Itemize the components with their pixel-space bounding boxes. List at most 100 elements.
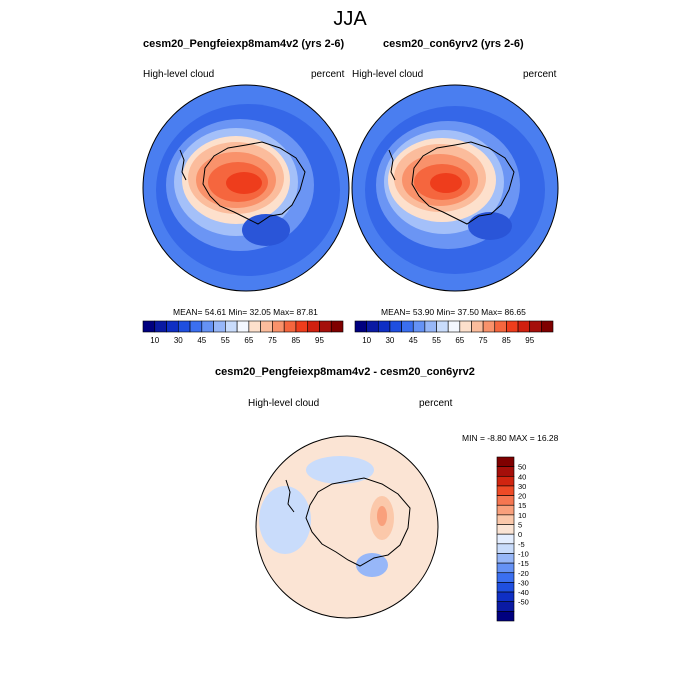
colorbar2-swatch-6 [424,320,437,333]
map3-boundary [255,435,439,619]
panel1-variable-label: High-level cloud [143,69,215,80]
colorbar1-tick-label-0: 10 [150,336,159,345]
map3-positive-anomaly-core [377,506,387,526]
colorbar2-swatch-3 [389,320,402,333]
colorbar3-tick-label-6: 5 [518,521,522,530]
map3-negative-anomaly-west [259,486,311,554]
colorbar1-swatch-4 [189,320,203,333]
colorbar1-swatch-9 [248,320,261,333]
colorbar3-swatch-11 [496,562,515,574]
colorbar3-tick-label-12: -30 [518,578,529,587]
panel1-title: cesm20_Pengfeiexp8mam4v2 (yrs 2-6) [143,38,345,50]
colorbar3-swatch-8 [496,533,515,545]
colorbar1-tick-label-2: 45 [197,336,206,345]
colorbar3-swatch-10 [496,553,515,564]
colorbar1-tick-label-4: 65 [244,336,253,345]
colorbar3-tick-label-0: 50 [518,463,526,472]
colorbar1-swatch-6 [213,320,226,333]
colorbar1-tick-label-3: 55 [221,336,230,345]
map2-low-cloud-minimum [468,212,512,240]
panel1-units-label: percent [311,69,345,80]
colorbar3-tick-label-14: -50 [518,598,529,607]
colorbar2-tick-label-4: 65 [455,336,464,345]
colorbar-panel1: 10 30 45 55 65 75 85 95 [142,320,344,345]
panel1-stats: MEAN= 54.61 Min= 32.05 Max= 87.81 [173,307,318,317]
colorbar3-swatch-6 [496,514,515,525]
colorbar3-swatch-0 [496,456,515,467]
colorbar3-swatch-13 [496,582,515,593]
colorbar1-swatch-12 [283,320,297,333]
colorbar2-swatch-16 [541,320,554,333]
colorbar1-swatch-1 [154,320,167,333]
map2-contour-80 [430,173,462,193]
colorbar2-swatch-4 [401,320,414,333]
colorbar3-tick-label-10: -15 [518,559,529,568]
colorbar1-swatch-2 [166,320,179,333]
colorbar3-tick-label-1: 40 [518,472,526,481]
panel3-title: cesm20_Pengfeiexp8mam4v2 - cesm20_con6yr… [215,366,475,378]
colorbar1-tick-label-7: 95 [315,336,324,345]
colorbar2-swatch-7 [436,320,449,333]
map3-base-field [256,436,438,618]
colorbar2-tick-label-1: 30 [385,336,394,345]
colorbar1-swatch-7 [225,320,238,333]
colorbar1-swatch-14 [307,320,320,333]
colorbar2-swatch-0 [354,320,367,333]
colorbar1-swatch-10 [260,320,273,333]
colorbar3-tick-label-13: -40 [518,588,529,597]
colorbar3-swatch-15 [496,601,515,612]
colorbar3-tick-label-4: 15 [518,501,526,510]
colorbar3-swatch-1 [496,466,515,477]
colorbar3-swatch-2 [496,475,515,487]
map1-contour-80 [226,172,262,194]
panel2-title: cesm20_con6yrv2 (yrs 2-6) [383,38,524,50]
panel3-variable-label: High-level cloud [248,398,320,409]
colorbar2-swatch-12 [494,320,507,333]
panel3-units-label: percent [419,398,453,409]
map2-south-america-tip [388,149,396,181]
colorbar1-swatch-15 [319,320,332,333]
panel2-variable-label: High-level cloud [352,69,424,80]
colorbar1-swatch-8 [236,320,250,333]
colorbar3-swatch-4 [496,495,515,506]
colorbar-panel2: 10 30 45 55 65 75 85 95 [354,320,554,345]
colorbar3-tick-label-3: 20 [518,492,526,501]
map3-antarctica-coastline [305,477,411,567]
panel2-stats: MEAN= 53.90 Min= 37.50 Max= 86.65 [381,307,526,317]
colorbar1-swatch-5 [201,320,214,333]
map3-negative-anomaly-north [306,456,374,484]
colorbar2-tick-label-6: 85 [502,336,511,345]
colorbar3-swatch-7 [496,524,515,535]
colorbar3-swatch-14 [496,591,515,603]
colorbar2-swatch-13 [506,320,519,333]
colorbar3-swatch-3 [496,485,515,496]
colorbar2-swatch-2 [377,320,391,333]
colorbar1-swatch-3 [177,320,191,333]
colorbar3-swatch-16 [496,611,515,622]
colorbar2-tick-label-0: 10 [362,336,371,345]
map2-antarctica-coastline [411,141,515,225]
colorbar2-tick-label-2: 45 [409,336,418,345]
colorbar1-tick-label-1: 30 [174,336,183,345]
colorbar2-swatch-9 [459,320,472,333]
colorbar3-swatch-9 [496,543,515,554]
colorbar3-tick-label-9: -10 [518,549,529,558]
map-panel3 [255,435,439,619]
map3-south-america-tip [285,479,295,513]
colorbar3-swatch-12 [496,572,515,583]
colorbar1-swatch-0 [142,320,156,333]
map-panel2 [351,84,559,292]
colorbar3-tick-label-7: 0 [518,530,522,539]
colorbar3-swatch-5 [496,504,515,516]
map2-boundary [351,84,559,292]
panel3-stats: MIN = -8.80 MAX = 16.28 [462,433,559,443]
colorbar1-tick-label-5: 75 [268,336,277,345]
map1-antarctica-coastline [202,141,306,225]
colorbar3-tick-label-5: 10 [518,511,526,520]
colorbar1-swatch-11 [272,320,285,333]
colorbar1-tick-label-6: 85 [291,336,300,345]
colorbar2-swatch-10 [471,320,484,333]
colorbar2-swatch-14 [517,320,531,333]
